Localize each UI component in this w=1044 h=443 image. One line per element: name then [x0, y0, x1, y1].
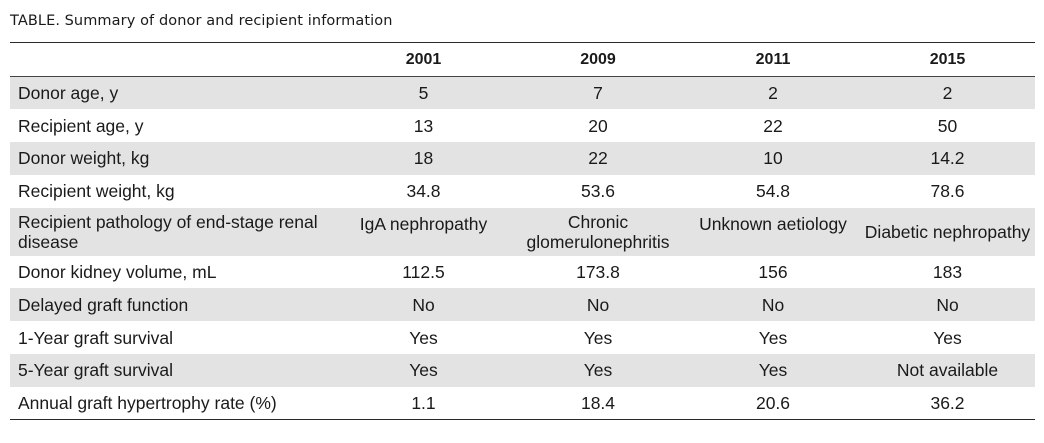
- header-row: 2001 2009 2011 2015: [10, 43, 1035, 77]
- table-row: Delayed graft function No No No No: [10, 288, 1035, 322]
- cell-value: 78.6: [930, 181, 965, 202]
- row-label: Recipient weight, kg: [18, 181, 175, 202]
- cell-value: 36.2: [930, 393, 965, 414]
- table-row: Recipient age, y 13 20 22 50: [10, 109, 1035, 142]
- row-label: 1-Year graft survival: [18, 327, 173, 348]
- cell-value: Yes: [933, 327, 962, 348]
- cell-value: 20.6: [755, 393, 791, 414]
- row-label: Donor kidney volume, mL: [18, 262, 217, 283]
- table-body: Donor age, y 5 7 2 2 Recipient age, y 13…: [10, 76, 1035, 420]
- cell-value: 53.6: [580, 181, 616, 202]
- cell-value: Yes: [583, 327, 613, 348]
- cell-value: 22: [763, 115, 783, 136]
- table-row: Donor kidney volume, mL 112.5 173.8 156 …: [10, 256, 1035, 289]
- cell-value: Yes: [409, 327, 438, 348]
- table-header: 2001 2009 2011 2015: [10, 42, 1035, 77]
- cell-value: 2: [942, 83, 953, 104]
- cell-value: 156: [758, 262, 788, 283]
- column-header-2011: 2011: [755, 50, 791, 68]
- cell-value: Unknown aetiology: [699, 213, 847, 234]
- cell-value: Diabetic nephropathy: [864, 221, 1031, 242]
- table-row: 5-Year graft survival Yes Yes Yes Not av…: [10, 354, 1035, 387]
- cell-value: 10: [763, 148, 783, 169]
- column-header-label: [10, 43, 337, 77]
- cell-value: 18: [413, 148, 434, 169]
- table-row: Annual graft hypertrophy rate (%) 1.1 18…: [10, 387, 1035, 420]
- cell-value: 13: [413, 115, 434, 136]
- table-row: 1-Year graft survival Yes Yes Yes Yes: [10, 321, 1035, 354]
- cell-value: 1.1: [411, 393, 436, 414]
- cell-value: Not available: [896, 360, 999, 381]
- row-label: Recipient pathology of end-stage renal d…: [18, 211, 318, 252]
- cell-value: IgA nephropathy: [359, 213, 488, 234]
- table-row: Recipient pathology of end-stage renal d…: [10, 207, 1035, 256]
- row-label: Donor age, y: [18, 83, 119, 104]
- column-header-2009: 2009: [580, 50, 616, 68]
- cell-value: 14.2: [930, 148, 965, 169]
- cell-value: 7: [593, 83, 603, 104]
- cell-value: No: [761, 294, 785, 315]
- row-label: Recipient age, y: [18, 115, 144, 136]
- summary-table: 2001 2009 2011 2015 Donor age, y 5 7 2 2…: [10, 42, 1035, 420]
- table-row: Donor weight, kg 18 22 10 14.2: [10, 142, 1035, 175]
- cell-value: 34.8: [406, 181, 441, 202]
- row-label: Delayed graft function: [18, 294, 189, 315]
- column-header-2001: 2001: [405, 50, 442, 68]
- table-row: Donor age, y 5 7 2 2: [10, 76, 1035, 110]
- cell-value: No: [412, 294, 435, 315]
- cell-value: 112.5: [402, 262, 445, 283]
- row-label: Annual graft hypertrophy rate (%): [18, 393, 277, 414]
- cell-value: 5: [418, 83, 429, 104]
- cell-value: 50: [937, 115, 958, 136]
- caption-text: Summary of donor and recipient informati…: [64, 13, 393, 29]
- cell-value: Yes: [758, 327, 788, 348]
- table-row: Recipient weight, kg 34.8 53.6 54.8 78.6: [10, 175, 1035, 208]
- cell-value: Yes: [583, 360, 613, 381]
- cell-value: 18.4: [580, 393, 616, 414]
- cell-value: No: [586, 294, 610, 315]
- cell-value: 20: [588, 115, 608, 136]
- cell-value: 173.8: [576, 262, 620, 283]
- cell-value: Chronic glomerulonephritis: [526, 211, 670, 252]
- cell-value: 2: [768, 83, 778, 104]
- cell-value: No: [936, 294, 959, 315]
- row-label: 5-Year graft survival: [18, 360, 173, 381]
- cell-value: Yes: [409, 360, 438, 381]
- cell-value: 22: [588, 148, 608, 169]
- caption-label: TABLE.: [10, 13, 61, 29]
- cell-value: 183: [932, 262, 963, 283]
- table-caption: TABLE. Summary of donor and recipient in…: [10, 12, 393, 30]
- row-label: Donor weight, kg: [18, 148, 150, 169]
- column-header-2015: 2015: [929, 50, 966, 68]
- cell-value: 54.8: [755, 181, 791, 202]
- cell-value: Yes: [758, 360, 788, 381]
